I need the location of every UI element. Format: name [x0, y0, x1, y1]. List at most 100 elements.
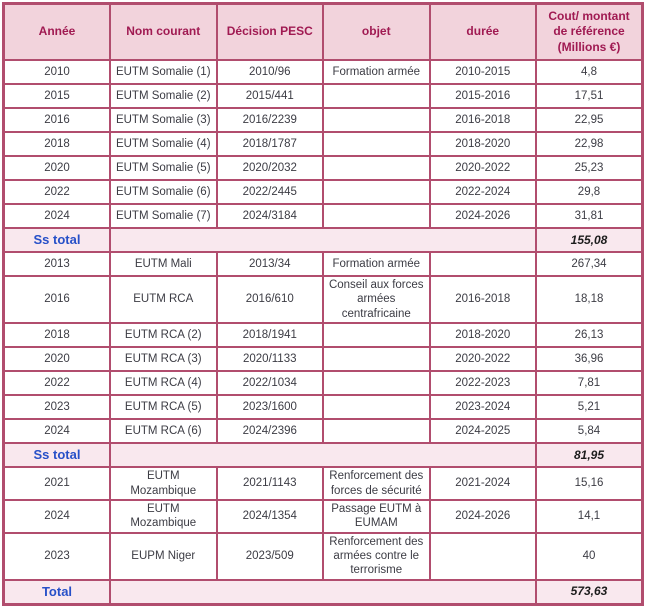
cell-cout: 7,81 [535, 370, 644, 397]
cell-decision-pesc: 2022/2445 [215, 179, 324, 205]
cell-objet [322, 131, 431, 157]
cell-objet [322, 394, 431, 421]
cell-annee: 2018 [2, 322, 111, 349]
table-row: 2023 EUPM Niger 2023/509 Renforcement des a… [2, 531, 644, 581]
cell-annee: 2013 [2, 251, 111, 277]
cell-annee: 2018 [2, 131, 111, 157]
cell-decision-pesc: 2024/2396 [215, 418, 324, 445]
cell-annee: 2024 [2, 203, 111, 229]
cell-objet [322, 370, 431, 397]
cell-nom-courant: EUTM Somalie (1) [109, 59, 218, 85]
cell-nom-courant: EUTM Somalie (5) [109, 155, 218, 181]
cell-cout: 22,95 [535, 107, 644, 133]
cell-nom-courant: EUTM RCA (6) [109, 418, 218, 445]
cell-duree: 2021-2024 [428, 466, 537, 501]
cell-annee: 2023 [2, 394, 111, 421]
cell-cout: 17,51 [535, 83, 644, 109]
cell-objet [322, 346, 431, 373]
table-row: 2016 EUTM RCA 2016/610 Conseil aux forces a… [2, 274, 644, 325]
table-header: Année Nom courant Décision PESC objet durée C… [2, 2, 644, 61]
table-row: 2013 EUTM Mali 2013/34 Formation armée 267,3… [2, 251, 644, 277]
cell-cout: 14,1 [535, 498, 644, 534]
cell-objet: Conseil aux forces armées centrafricaine [322, 274, 431, 325]
table-row: 2020 EUTM RCA (3) 2020/1133 2020-2022 36,96 [2, 346, 644, 373]
cell-duree: 2015-2016 [428, 83, 537, 109]
subtotal-spacer [109, 227, 537, 253]
cell-decision-pesc: 2016/610 [215, 274, 324, 325]
subtotal-row: Ss total 81,95 [2, 442, 644, 469]
cell-objet [322, 155, 431, 181]
table-row: 2024 EUTM Somalie (7) 2024/3184 2024-2026 31… [2, 203, 644, 229]
cell-duree [428, 531, 537, 581]
cell-decision-pesc: 2021/1143 [215, 466, 324, 501]
cell-annee: 2023 [2, 531, 111, 581]
cell-decision-pesc: 2010/96 [215, 59, 324, 85]
cell-decision-pesc: 2018/1941 [215, 322, 324, 349]
cell-objet: Renforcement des forces de sécurité [322, 466, 431, 501]
table-row: 2022 EUTM Somalie (6) 2022/2445 2022-2024 29… [2, 179, 644, 205]
col-header-duree: durée [428, 2, 537, 61]
cell-decision-pesc: 2020/2032 [215, 155, 324, 181]
header-row: Année Nom courant Décision PESC objet durée C… [2, 2, 644, 61]
cell-cout: 26,13 [535, 322, 644, 349]
table-row: 2023 EUTM RCA (5) 2023/1600 2023-2024 5,21 [2, 394, 644, 421]
col-header-decision-pesc: Décision PESC [215, 2, 324, 61]
cell-objet [322, 107, 431, 133]
cell-duree: 2024-2026 [428, 203, 537, 229]
table-row: 2015 EUTM Somalie (2) 2015/441 2015-2016 17,… [2, 83, 644, 109]
cell-nom-courant: EUTM Somalie (2) [109, 83, 218, 109]
col-header-annee: Année [2, 2, 111, 61]
cell-nom-courant: EUTM RCA (2) [109, 322, 218, 349]
cell-objet [322, 203, 431, 229]
cell-cout: 5,84 [535, 418, 644, 445]
cell-decision-pesc: 2023/509 [215, 531, 324, 581]
cell-cout: 22,98 [535, 131, 644, 157]
cell-duree: 2018-2020 [428, 131, 537, 157]
subtotal-row: Ss total 155,08 [2, 227, 644, 253]
cell-annee: 2015 [2, 83, 111, 109]
cell-objet [322, 322, 431, 349]
table-row: 2024 EUTM Mozambique 2024/1354 Passage EUTM… [2, 498, 644, 534]
cell-nom-courant: EUTM Somalie (6) [109, 179, 218, 205]
total-label: Total [2, 578, 111, 606]
total-spacer [109, 578, 537, 606]
cell-annee: 2010 [2, 59, 111, 85]
cell-decision-pesc: 2013/34 [215, 251, 324, 277]
cell-decision-pesc: 2024/1354 [215, 498, 324, 534]
cell-annee: 2021 [2, 466, 111, 501]
cell-duree: 2016-2018 [428, 107, 537, 133]
subtotal-label: Ss total [2, 442, 111, 469]
cell-duree: 2023-2024 [428, 394, 537, 421]
cell-decision-pesc: 2023/1600 [215, 394, 324, 421]
cell-objet: Formation armée [322, 59, 431, 85]
cell-duree: 2018-2020 [428, 322, 537, 349]
cell-cout: 40 [535, 531, 644, 581]
subtotal-spacer [109, 442, 537, 469]
col-header-nom-courant: Nom courant [109, 2, 218, 61]
cell-decision-pesc: 2024/3184 [215, 203, 324, 229]
cell-annee: 2020 [2, 155, 111, 181]
cell-decision-pesc: 2018/1787 [215, 131, 324, 157]
cell-nom-courant: EUTM RCA (3) [109, 346, 218, 373]
cell-nom-courant: EUTM Somalie (4) [109, 131, 218, 157]
cell-cout: 25,23 [535, 155, 644, 181]
cell-decision-pesc: 2020/1133 [215, 346, 324, 373]
cell-nom-courant: EUTM Mozambique [109, 466, 218, 501]
table-row: 2016 EUTM Somalie (3) 2016/2239 2016-2018 22… [2, 107, 644, 133]
cell-decision-pesc: 2022/1034 [215, 370, 324, 397]
cell-objet [322, 418, 431, 445]
table-body: 2010 EUTM Somalie (1) 2010/96 Formation arm… [2, 59, 644, 606]
cell-cout: 5,21 [535, 394, 644, 421]
cell-annee: 2022 [2, 179, 111, 205]
cell-duree: 2020-2022 [428, 155, 537, 181]
col-header-objet: objet [322, 2, 431, 61]
cell-objet [322, 83, 431, 109]
cell-annee: 2016 [2, 107, 111, 133]
total-row: Total 573,63 [2, 578, 644, 606]
cell-objet: Renforcement des armées contre le terror… [322, 531, 431, 581]
table-row: 2020 EUTM Somalie (5) 2020/2032 2020-2022 25… [2, 155, 644, 181]
cell-nom-courant: EUTM Mozambique [109, 498, 218, 534]
cell-cout: 31,81 [535, 203, 644, 229]
